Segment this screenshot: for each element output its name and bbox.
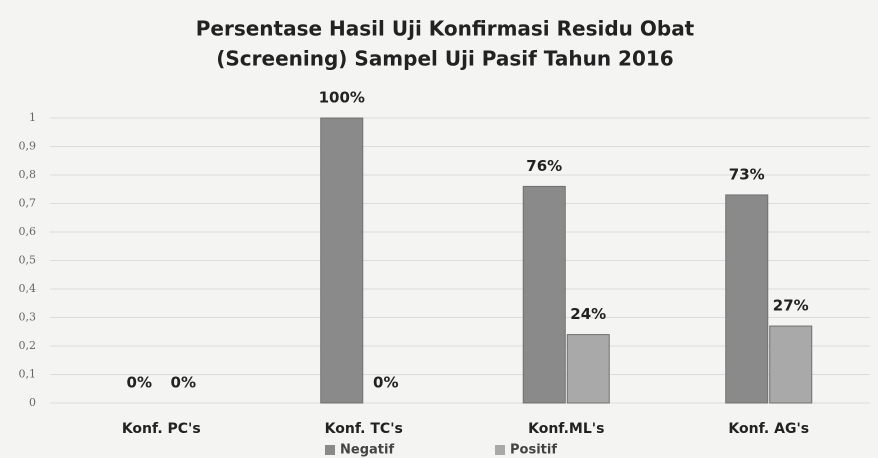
legend-swatch (495, 445, 505, 455)
legend-swatch (325, 445, 335, 455)
bar (566, 334, 610, 404)
y-tick-label: 1 (29, 111, 36, 124)
y-tick-label: 0,4 (19, 282, 37, 295)
data-label: 24% (570, 305, 606, 323)
legend-label: Negatif (340, 443, 394, 458)
x-tick-label: Konf. AG's (728, 421, 809, 437)
data-label: 100% (319, 89, 365, 107)
y-tick-label: 0,5 (19, 254, 37, 267)
bar (769, 325, 813, 404)
x-tick-label: Konf. PC's (122, 421, 201, 437)
data-label: 0% (373, 374, 398, 392)
y-tick-label: 0,9 (19, 140, 37, 153)
bar (725, 194, 769, 404)
bar (522, 185, 566, 404)
y-tick-label: 0,6 (19, 225, 37, 238)
data-label: 76% (526, 157, 562, 175)
x-tick-label: Konf.ML's (528, 421, 604, 437)
data-label: 73% (729, 165, 765, 183)
y-tick-label: 0,8 (19, 168, 37, 181)
chart-subtitle: (Screening) Sampel Uji Pasif Tahun 2016 (216, 47, 673, 71)
data-label: 0% (127, 374, 152, 392)
bar (320, 117, 364, 404)
y-tick-label: 0,3 (19, 311, 37, 324)
chart-title: Persentase Hasil Uji Konfirmasi Residu O… (196, 17, 695, 41)
x-tick-label: Konf. TC's (325, 421, 403, 437)
y-tick-label: 0,7 (19, 197, 37, 210)
y-tick-label: 0,2 (19, 339, 37, 352)
data-label: 0% (171, 374, 196, 392)
data-label: 27% (773, 297, 809, 315)
y-tick-label: 0,1 (19, 368, 37, 381)
y-tick-label: 0 (29, 396, 36, 409)
legend-label: Positif (510, 443, 557, 458)
